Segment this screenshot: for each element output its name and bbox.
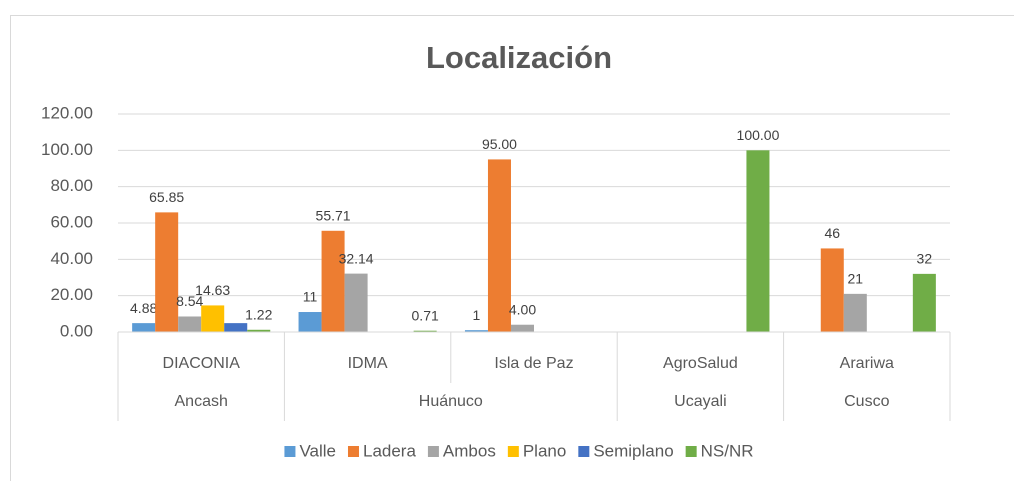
bar [464, 330, 488, 332]
bar [201, 305, 225, 332]
bar [247, 329, 271, 332]
data-label: 65.85 [149, 189, 184, 205]
bar [912, 273, 936, 332]
group-label: Huánuco [419, 393, 483, 410]
bar [843, 293, 867, 332]
bar [344, 273, 368, 332]
group-label: Cusco [844, 393, 889, 410]
data-label: 0.71 [412, 307, 439, 323]
data-label: 55.71 [316, 207, 351, 223]
legend-label: Plano [523, 441, 566, 460]
bar [487, 159, 511, 332]
legend-label: Valle [299, 441, 336, 460]
data-label: 21 [848, 271, 864, 287]
data-label: 46 [824, 225, 840, 241]
legend-swatch [507, 446, 519, 457]
data-label: 8.54 [176, 293, 203, 309]
x-tick-label: AgroSalud [663, 355, 738, 372]
bar [321, 230, 345, 332]
bar [746, 150, 770, 332]
y-tick-label: 80.00 [50, 176, 93, 195]
legend-swatch [578, 446, 590, 457]
y-tick-label: 100.00 [41, 140, 93, 159]
x-tick-label: Arariwa [840, 355, 894, 372]
x-tick-label: DIACONIA [163, 355, 241, 372]
data-label: 32 [917, 251, 933, 267]
y-tick-label: 60.00 [50, 212, 93, 231]
legend-swatch [347, 446, 359, 457]
data-label: 4.88 [130, 300, 157, 316]
chart-title: Localización [426, 40, 612, 75]
y-tick-label: 120.00 [41, 103, 93, 122]
data-label: 11 [303, 289, 318, 305]
y-tick-label: 0.00 [60, 321, 93, 340]
data-label: 4.00 [509, 301, 536, 317]
x-tick-label: Isla de Paz [494, 355, 573, 372]
bar [178, 316, 202, 332]
bar [298, 312, 322, 332]
legend-label: NS/NR [701, 441, 754, 460]
group-label: Ancash [175, 393, 228, 410]
data-label: 32.14 [339, 250, 374, 266]
y-tick-label: 40.00 [50, 249, 93, 268]
legend-swatch [427, 446, 439, 457]
data-label: 1 [473, 307, 481, 323]
data-label: 100.00 [737, 127, 780, 143]
group-label: Ucayali [674, 393, 726, 410]
bar [132, 323, 156, 332]
bar [820, 248, 844, 332]
data-label: 95.00 [482, 136, 517, 152]
legend-swatch [685, 446, 697, 457]
bar [413, 330, 437, 332]
legend-label: Ladera [363, 441, 416, 460]
bar [510, 324, 534, 332]
legend-label: Ambos [443, 441, 496, 460]
bar [224, 323, 248, 332]
bar [155, 212, 179, 332]
legend-label: Semiplano [593, 441, 673, 460]
legend-swatch [284, 446, 296, 457]
y-tick-label: 20.00 [50, 285, 93, 304]
x-tick-label: IDMA [348, 355, 388, 372]
data-label: 1.22 [245, 306, 272, 322]
data-label: 14.63 [195, 282, 230, 298]
